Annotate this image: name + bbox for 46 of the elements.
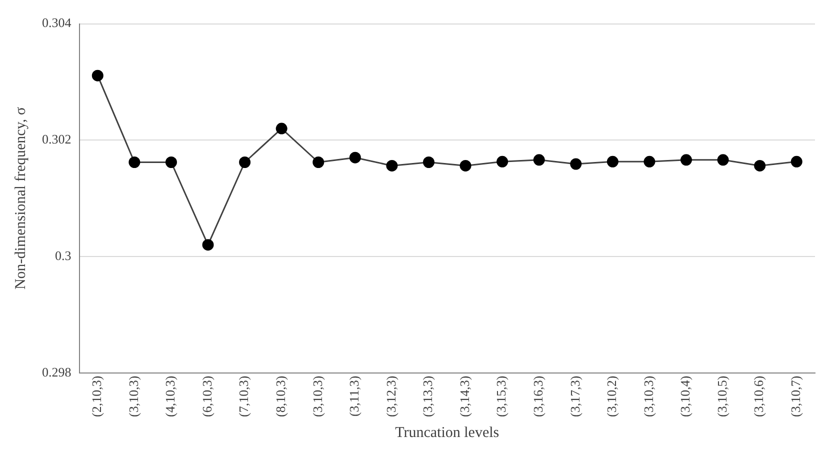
y-axis-title: Non-dimensional frequency, σ (12, 107, 29, 290)
y-tick-label: 0.304 (42, 15, 72, 30)
y-tick-label: 0.3 (55, 248, 72, 263)
x-tick-label: (7,10,3) (236, 376, 252, 418)
point (239, 156, 251, 168)
x-tick-label: (6,10,3) (199, 376, 214, 418)
y-tick-label: 0.302 (42, 132, 72, 147)
point (422, 156, 434, 168)
point (606, 156, 618, 168)
x-tick-label: (3,14,3) (456, 376, 472, 418)
x-axis-title: Truncation levels (395, 424, 500, 441)
x-tick-label: (8,10,3) (273, 376, 288, 418)
x-tick-label: (3,10,3) (640, 376, 656, 418)
point (349, 152, 361, 164)
x-tick-label: (3,15,3) (494, 376, 509, 418)
point (680, 154, 692, 166)
x-tick-label: (3,10,6) (751, 376, 766, 418)
x-tick-label: (3,10,3) (310, 376, 325, 418)
point (202, 239, 214, 251)
point (790, 156, 802, 168)
point (754, 160, 766, 172)
x-tick-label: (3,10,2) (604, 376, 620, 418)
point (312, 156, 324, 168)
point (533, 154, 545, 166)
point (496, 156, 508, 168)
x-tick-label: (3,10,4) (678, 376, 693, 418)
x-tick-label: (3,17,3) (567, 376, 582, 418)
x-tick-label: (3,16,3) (530, 376, 546, 418)
x-tick-label: (3,10,7) (788, 376, 804, 418)
point (570, 158, 582, 170)
point (386, 160, 398, 172)
x-tick-label: (3,12,3) (383, 376, 398, 418)
point (460, 160, 472, 172)
point (92, 70, 104, 82)
x-tick-label: (3,10,3) (126, 376, 141, 418)
point (644, 156, 656, 168)
point (128, 156, 140, 168)
point (717, 154, 729, 166)
x-tick-label: (4,10,3) (162, 376, 178, 418)
x-tick-label: (3,13,3) (420, 376, 436, 418)
point (276, 122, 288, 134)
point (165, 156, 177, 168)
x-tick-label: (2,10,3) (89, 376, 104, 418)
y-tick-label: 0.298 (42, 364, 72, 380)
x-tick-label: (3,11,3) (346, 376, 362, 417)
x-tick-label: (3,10,5) (714, 376, 730, 418)
